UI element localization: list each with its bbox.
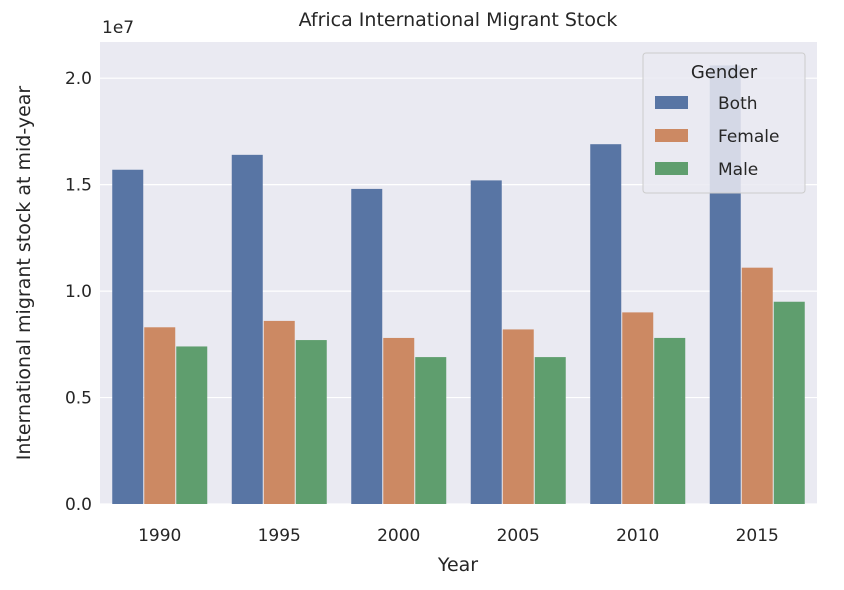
- bar-female-2015: [741, 267, 773, 504]
- legend-swatch-male: [655, 162, 688, 175]
- bar-both-1995: [231, 154, 263, 504]
- legend: Gender Both Female Male: [642, 52, 806, 194]
- chart-title: Africa International Migrant Stock: [299, 9, 618, 31]
- bar-female-1995: [263, 320, 295, 504]
- x-axis-label: Year: [437, 554, 478, 576]
- bar-male-1995: [295, 340, 327, 504]
- x-tick-label: 2010: [616, 526, 659, 546]
- x-tick-label: 1995: [258, 526, 301, 546]
- bar-both-2000: [351, 188, 383, 504]
- y-axis-label: International migrant stock at mid-year: [13, 86, 35, 461]
- legend-swatch-female: [655, 129, 688, 142]
- bar-female-2005: [502, 329, 534, 504]
- legend-swatch-both: [655, 96, 688, 109]
- y-tick-label: 0.0: [65, 495, 92, 515]
- y-tick-label: 1.0: [65, 282, 92, 302]
- y-offset-label: 1e7: [102, 18, 134, 38]
- bar-female-2010: [622, 312, 654, 504]
- bars: [112, 65, 805, 505]
- grid: [100, 77, 817, 505]
- legend-box: [642, 52, 806, 194]
- bar-female-1990: [144, 327, 176, 504]
- bar-male-2005: [534, 357, 566, 504]
- bar-male-2000: [415, 357, 447, 504]
- x-tick-label: 2005: [497, 526, 540, 546]
- x-tick-labels: 1990 1995 2000 2005 2010 2015: [138, 526, 779, 546]
- bar-both-2005: [470, 180, 502, 505]
- bar-female-2000: [383, 337, 415, 504]
- x-tick-label: 2015: [736, 526, 779, 546]
- legend-items: Both Female Male: [655, 94, 779, 180]
- x-tick-label: 1990: [138, 526, 181, 546]
- legend-title: Gender: [691, 62, 758, 83]
- y-tick-label: 1.5: [65, 176, 92, 196]
- bar-both-2010: [590, 144, 622, 504]
- legend-label-both: Both: [718, 94, 758, 114]
- bar-both-1990: [112, 169, 144, 504]
- x-tick-label: 2000: [377, 526, 420, 546]
- legend-label-male: Male: [718, 160, 758, 180]
- bar-male-2010: [654, 337, 686, 504]
- y-tick-labels: 0.0 0.5 1.0 1.5 2.0: [65, 69, 92, 515]
- legend-label-female: Female: [718, 127, 779, 147]
- y-tick-label: 2.0: [65, 69, 92, 89]
- bar-male-2015: [773, 301, 805, 504]
- y-tick-label: 0.5: [65, 389, 92, 409]
- bar-male-1990: [176, 346, 208, 504]
